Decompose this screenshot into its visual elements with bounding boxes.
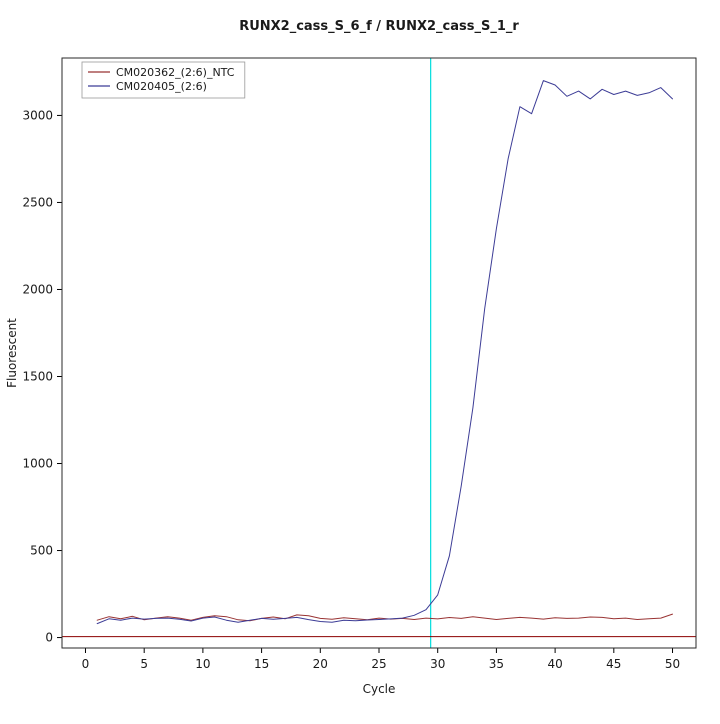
- x-tick-label: 20: [313, 657, 328, 671]
- y-tick-label: 1000: [22, 457, 53, 471]
- x-tick-label: 10: [195, 657, 210, 671]
- y-tick-label: 2500: [22, 195, 53, 209]
- x-tick-label: 0: [82, 657, 90, 671]
- y-axis-title: Fluorescent: [5, 318, 19, 388]
- y-tick-label: 0: [45, 631, 53, 645]
- y-tick-label: 1500: [22, 369, 53, 383]
- plot-box: [61, 57, 697, 649]
- x-tick-label: 45: [606, 657, 621, 671]
- legend-box: [81, 61, 246, 99]
- x-tick-label: 35: [489, 657, 504, 671]
- x-tick-label: 40: [547, 657, 562, 671]
- x-tick-label: 30: [430, 657, 445, 671]
- plot-title: RUNX2_cass_S_6_f / RUNX2_cass_S_1_r: [239, 19, 519, 34]
- series-line-0: [96, 613, 673, 622]
- x-tick-label: 5: [140, 657, 148, 671]
- x-tick-label: 25: [371, 657, 386, 671]
- x-tick-label: 15: [254, 657, 269, 671]
- y-tick-label: 2000: [22, 282, 53, 296]
- y-tick-label: 3000: [22, 108, 53, 122]
- y-tick-label: 500: [30, 544, 53, 558]
- x-tick-label: 50: [665, 657, 680, 671]
- series-line-1: [96, 80, 673, 625]
- legend-label: CM020362_(2:6)_NTC: [116, 66, 235, 79]
- x-axis-title: Cycle: [363, 682, 396, 696]
- legend-label: CM020405_(2:6): [116, 80, 207, 93]
